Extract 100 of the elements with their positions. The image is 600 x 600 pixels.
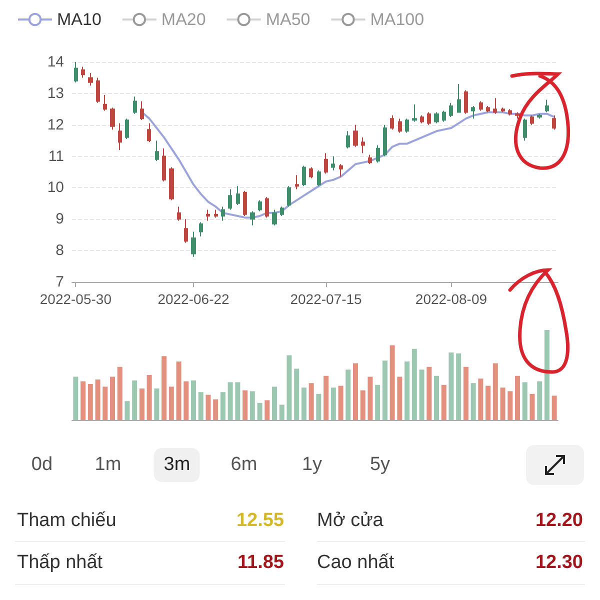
candlestick — [346, 130, 350, 149]
bar — [508, 391, 513, 420]
candlestick — [96, 77, 100, 104]
bar — [478, 378, 484, 420]
candlestick — [184, 218, 188, 244]
bar — [110, 376, 115, 420]
candlestick — [508, 108, 512, 116]
candlestick — [88, 72, 93, 86]
candlestick — [155, 140, 159, 162]
bar — [492, 363, 498, 420]
candlestick — [537, 113, 542, 120]
y-tick-label: 12 — [47, 116, 64, 134]
candlestick — [493, 98, 497, 114]
y-tick-label: 11 — [48, 148, 64, 165]
y-tick-label: 10 — [47, 179, 64, 196]
bar — [382, 360, 388, 420]
candlestick — [81, 66, 85, 78]
y-tick-label: 8 — [56, 242, 64, 260]
bar — [73, 376, 78, 420]
bar — [154, 388, 160, 420]
bar — [242, 390, 248, 420]
text: 11.85 — [238, 552, 284, 574]
candlestick — [74, 62, 78, 83]
candlestick — [103, 94, 107, 112]
bar — [198, 392, 204, 420]
bar — [272, 386, 277, 420]
bar — [404, 362, 410, 420]
bar — [124, 401, 130, 420]
candlestick — [353, 124, 358, 148]
bar — [279, 404, 284, 420]
bar — [294, 368, 300, 420]
bar — [184, 381, 189, 420]
bar — [228, 382, 233, 420]
bar — [544, 330, 550, 420]
candlestick — [361, 136, 365, 154]
bar — [434, 376, 439, 420]
bar — [522, 382, 528, 420]
candlestick — [515, 112, 520, 120]
candlestick — [331, 156, 335, 171]
text: 12.30 — [535, 552, 583, 574]
text: 5y — [368, 453, 392, 477]
candlestick — [287, 186, 291, 208]
bar — [168, 386, 174, 420]
candlestick — [206, 209, 210, 222]
legend-label: MA50 — [266, 10, 310, 29]
candlestick — [457, 84, 461, 113]
bar — [456, 353, 462, 420]
bar — [162, 356, 167, 420]
candlestick — [177, 206, 181, 222]
candlestick — [427, 112, 431, 126]
bar — [95, 380, 100, 420]
bar — [301, 388, 306, 420]
candlestick — [272, 209, 277, 226]
bar — [500, 388, 506, 420]
y-tick-label: 9 — [56, 210, 64, 228]
bar — [102, 386, 108, 420]
bar — [117, 366, 122, 420]
bar — [470, 383, 476, 420]
candlestick — [398, 118, 402, 134]
y-tick-label: 14 — [47, 54, 64, 70]
bar — [530, 394, 535, 420]
bar — [486, 386, 491, 420]
bar — [250, 391, 255, 420]
candlestick — [221, 206, 225, 222]
bar — [213, 399, 218, 420]
legend-label: MA20 — [161, 10, 206, 29]
candlestick — [545, 99, 549, 113]
candlestick — [258, 200, 262, 212]
bar — [191, 380, 196, 420]
candlestick — [486, 106, 490, 113]
candlestick — [110, 107, 115, 130]
candlestick — [552, 114, 556, 130]
bar — [257, 402, 262, 420]
candlestick — [309, 166, 313, 179]
candlestick — [339, 164, 343, 178]
candlestick — [420, 114, 424, 124]
candlestick — [228, 188, 232, 210]
bar — [324, 376, 329, 420]
candlestick — [390, 114, 394, 130]
bar — [419, 370, 424, 420]
bar — [448, 352, 454, 420]
bar — [220, 392, 226, 420]
x-tick-label: 2022-06-22 — [158, 291, 230, 307]
candlestick — [140, 100, 144, 121]
bar — [146, 375, 152, 420]
candlestick — [383, 124, 387, 157]
candlestick — [236, 186, 240, 206]
bar — [206, 394, 211, 420]
bar — [286, 355, 292, 420]
candlestick — [243, 190, 247, 216]
candlestick — [405, 118, 409, 134]
candlestick — [214, 209, 218, 218]
y-tick-label: 13 — [47, 84, 64, 102]
candlestick — [523, 118, 527, 142]
bar — [316, 394, 322, 420]
bar — [552, 396, 557, 420]
candlestick — [302, 165, 306, 187]
candlestick — [280, 206, 284, 216]
candlestick — [449, 102, 453, 118]
candlestick — [250, 210, 255, 226]
